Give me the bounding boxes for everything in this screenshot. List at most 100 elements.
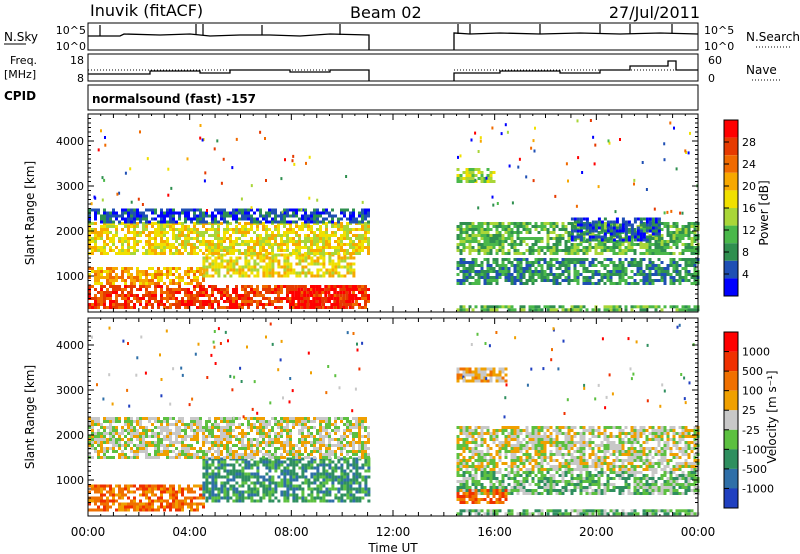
data-cell bbox=[322, 211, 325, 215]
data-cell bbox=[178, 306, 181, 309]
data-cell bbox=[358, 220, 361, 224]
data-cell bbox=[157, 225, 160, 228]
data-cell bbox=[627, 223, 631, 227]
data-cell bbox=[196, 291, 199, 294]
data-cell bbox=[678, 264, 682, 267]
data-cell bbox=[675, 243, 679, 246]
data-cell bbox=[567, 240, 571, 243]
data-cell bbox=[130, 502, 133, 506]
data-cell bbox=[256, 256, 260, 260]
data-cell bbox=[208, 285, 211, 288]
data-cell bbox=[211, 487, 215, 491]
data-cell bbox=[352, 271, 356, 275]
data-cell bbox=[112, 282, 115, 285]
data-cell bbox=[118, 252, 121, 255]
data-cell bbox=[681, 228, 685, 231]
data-cell bbox=[331, 478, 335, 482]
data-cell bbox=[298, 262, 302, 266]
data-cell bbox=[316, 475, 320, 479]
data-cell bbox=[540, 237, 544, 240]
data-cell bbox=[136, 208, 139, 212]
data-cell bbox=[522, 228, 526, 231]
data-cell bbox=[172, 496, 175, 500]
data-cell bbox=[462, 222, 466, 225]
data-cell bbox=[142, 429, 145, 432]
data-cell bbox=[364, 222, 367, 225]
data-cell bbox=[163, 505, 166, 509]
data-cell bbox=[178, 231, 181, 234]
data-cell bbox=[91, 429, 94, 432]
data-cell bbox=[594, 264, 598, 267]
data-cell bbox=[145, 453, 148, 456]
data-cell bbox=[651, 261, 655, 264]
data-cell bbox=[660, 261, 664, 264]
data-cell bbox=[630, 235, 634, 239]
data-cell bbox=[310, 274, 314, 278]
data-cell bbox=[358, 466, 362, 470]
data-cell bbox=[133, 297, 136, 300]
data-cell bbox=[184, 270, 187, 273]
data-cell bbox=[289, 285, 292, 288]
data-cell bbox=[106, 217, 109, 221]
data-cell bbox=[268, 228, 271, 231]
data-cell bbox=[567, 270, 571, 273]
data-cell bbox=[286, 285, 289, 288]
data-cell bbox=[603, 225, 607, 228]
data-cell bbox=[546, 243, 550, 246]
velocity-cells bbox=[88, 322, 700, 516]
data-cell bbox=[561, 308, 565, 312]
data-cell bbox=[118, 237, 121, 240]
data-cell bbox=[88, 490, 91, 494]
data-cell bbox=[139, 231, 142, 234]
data-cell bbox=[112, 237, 115, 240]
data-cell bbox=[94, 502, 97, 506]
data-cell bbox=[528, 228, 532, 231]
data-cell bbox=[346, 490, 350, 494]
data-cell bbox=[235, 220, 238, 224]
data-cell bbox=[127, 246, 130, 249]
data-cell bbox=[100, 231, 103, 234]
data-cell bbox=[193, 508, 196, 512]
data-cell bbox=[349, 285, 352, 288]
data-cell bbox=[100, 285, 103, 288]
data-cell bbox=[151, 237, 154, 240]
data-cell bbox=[336, 285, 340, 288]
data-cell bbox=[325, 463, 329, 467]
data-cell bbox=[151, 222, 154, 225]
data-cell bbox=[205, 499, 209, 503]
data-cell bbox=[226, 481, 230, 485]
data-cell bbox=[603, 276, 607, 279]
data-cell bbox=[684, 258, 688, 261]
data-cell bbox=[648, 240, 652, 243]
data-cell bbox=[274, 297, 277, 300]
data-cell bbox=[591, 270, 595, 273]
data-cell bbox=[202, 294, 205, 297]
data-cell bbox=[358, 285, 361, 288]
data-cell bbox=[247, 246, 250, 249]
data-cell bbox=[486, 273, 490, 276]
data-cell bbox=[238, 306, 241, 309]
data-cell bbox=[337, 225, 340, 228]
data-cell bbox=[100, 246, 103, 249]
data-cell bbox=[256, 225, 259, 228]
data-cell bbox=[361, 487, 365, 491]
data-cell bbox=[154, 270, 157, 273]
data-cell bbox=[109, 282, 112, 285]
data-cell bbox=[136, 288, 139, 291]
data-cell bbox=[226, 246, 229, 249]
data-cell bbox=[540, 249, 544, 252]
data-cell bbox=[109, 273, 112, 276]
data-cell bbox=[486, 261, 490, 264]
data-cell bbox=[346, 463, 350, 467]
data-cell bbox=[519, 308, 523, 312]
data-cell bbox=[214, 220, 217, 224]
data-cell bbox=[675, 270, 679, 273]
data-cell bbox=[268, 300, 271, 303]
data-cell bbox=[483, 279, 487, 282]
data-cell bbox=[331, 487, 335, 491]
data-cell bbox=[151, 505, 154, 509]
data-cell bbox=[289, 252, 292, 255]
data-cell bbox=[103, 435, 106, 438]
data-cell bbox=[334, 268, 338, 272]
data-cell bbox=[477, 243, 481, 246]
